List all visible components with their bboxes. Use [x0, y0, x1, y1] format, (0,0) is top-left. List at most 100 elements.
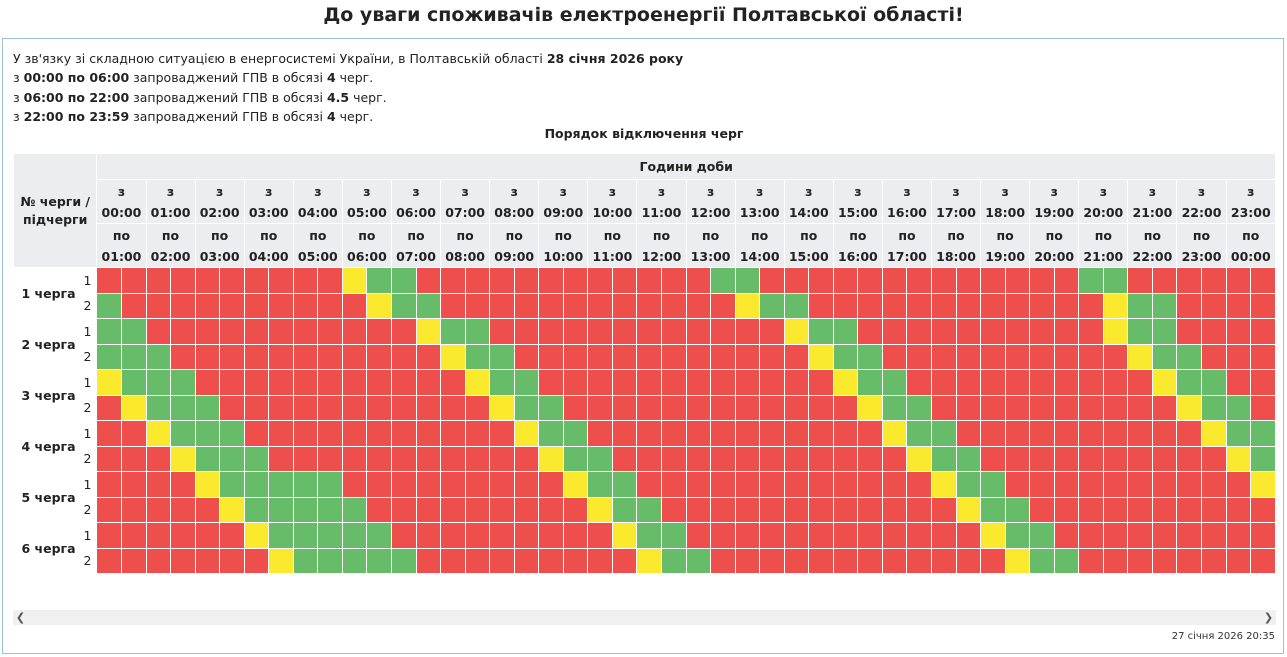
schedule-cell — [1151, 496, 1178, 523]
schedule-cell — [1053, 292, 1080, 319]
schedule-cell — [268, 369, 294, 396]
schedule-cell — [145, 522, 172, 549]
schedule-cell — [292, 420, 319, 447]
schedule-cell — [980, 445, 1006, 472]
schedule-grid-scroll-area[interactable]: № черги / підчерги Години доби з 00:00 з 01… — [13, 153, 1276, 573]
schedule-cell — [1151, 471, 1178, 498]
schedule-cell — [440, 547, 466, 573]
schedule-cell — [464, 420, 491, 447]
schedule-cell — [881, 267, 908, 294]
hour-from-value: 01:00 — [150, 204, 191, 220]
schedule-cell — [219, 318, 245, 345]
schedule-cell — [440, 522, 466, 549]
schedule-cell — [145, 369, 172, 396]
schedule-cell — [611, 343, 638, 370]
hour-from-value: 07:00 — [445, 204, 485, 220]
schedule-cell — [1151, 343, 1178, 370]
schedule-cell — [1029, 420, 1055, 447]
schedule-cell — [636, 369, 662, 396]
schedule-panel: У зв'язку зі складною ситуацією в енерго… — [2, 38, 1284, 654]
hour-from-header: з 08:00 — [489, 179, 540, 224]
to-word: по — [751, 227, 769, 243]
schedule-cell — [120, 369, 147, 396]
schedule-cell — [685, 471, 712, 498]
schedule-cell — [96, 318, 122, 345]
schedule-cell — [366, 420, 392, 447]
schedule-cell — [1250, 343, 1276, 370]
schedule-cell — [808, 267, 834, 294]
schedule-cell — [1201, 394, 1227, 421]
from-word: з — [314, 183, 322, 199]
schedule-cell — [317, 445, 343, 472]
schedule-cell — [734, 369, 761, 396]
schedule-cell — [562, 547, 589, 573]
schedule-cell — [587, 343, 613, 370]
schedule-cell — [243, 394, 270, 421]
horizontal-scrollbar[interactable]: ❮ ❯ — [13, 610, 1276, 625]
schedule-cell — [685, 394, 712, 421]
schedule-cell — [808, 369, 834, 396]
schedule-cell — [292, 318, 319, 345]
schedule-cell — [685, 522, 712, 549]
to-word: по — [603, 227, 621, 243]
schedule-cell — [219, 343, 245, 370]
schedule-cell — [194, 445, 221, 472]
schedule-cell — [1053, 420, 1080, 447]
schedule-cell — [317, 369, 343, 396]
schedule-cell — [268, 547, 294, 573]
schedule-cell — [832, 318, 859, 345]
schedule-cell — [1201, 522, 1227, 549]
schedule-cell — [366, 267, 392, 294]
schedule-cell — [464, 343, 491, 370]
to-word: по — [947, 227, 965, 243]
schedule-cell — [857, 369, 883, 396]
schedule-cell — [170, 369, 196, 396]
schedule-cell — [660, 343, 687, 370]
schedule-cell — [538, 420, 564, 447]
hour-to-header: по 19:00 — [980, 223, 1031, 268]
schedule-cell — [1053, 445, 1080, 472]
schedule-cell — [1078, 267, 1104, 294]
schedule-cell — [145, 343, 172, 370]
schedule-cell — [513, 496, 540, 523]
schedule-cell — [980, 420, 1006, 447]
schedule-cell — [145, 292, 172, 319]
schedule-cell — [931, 547, 957, 573]
schedule-cell — [120, 318, 147, 345]
subqueue-label: 1 — [83, 369, 97, 395]
schedule-cell — [1078, 547, 1104, 573]
intro-text: У зв'язку зі складною ситуацією в енерго… — [13, 49, 683, 126]
schedule-cell — [268, 522, 294, 549]
schedule-cell — [145, 445, 172, 472]
schedule-cell — [1250, 369, 1276, 396]
schedule-cell — [1127, 369, 1153, 396]
schedule-cell — [464, 522, 491, 549]
schedule-cell — [1078, 343, 1104, 370]
schedule-row: 4 черга 1 — [13, 420, 1276, 472]
schedule-cell — [1078, 394, 1104, 421]
schedule-cell — [366, 292, 392, 319]
schedule-cell — [440, 292, 466, 319]
hour-from-header: з 13:00 — [734, 179, 785, 224]
subqueue-label: 2 — [83, 497, 97, 523]
from-word: з — [608, 183, 617, 199]
hour-from-header: з 17:00 — [930, 179, 982, 224]
schedule-cell — [219, 369, 245, 396]
schedule-cell — [1004, 267, 1031, 294]
schedule-cell — [906, 369, 932, 396]
schedule-cell — [489, 471, 515, 498]
schedule-cell — [587, 420, 613, 447]
scroll-left-icon[interactable]: ❮ — [15, 611, 26, 624]
to-word: по — [1143, 227, 1162, 243]
schedule-row: 2 — [14, 445, 1276, 472]
schedule-cell — [219, 496, 245, 523]
schedule-cell — [341, 267, 368, 294]
schedule-cell — [881, 547, 908, 573]
scroll-right-icon[interactable]: ❯ — [1263, 611, 1274, 624]
schedule-cell — [194, 292, 221, 319]
schedule-cell — [980, 394, 1006, 421]
from-word: з — [559, 183, 567, 199]
schedule-cell — [219, 522, 245, 549]
schedule-cell — [980, 318, 1006, 345]
schedule-cell — [1151, 394, 1178, 421]
